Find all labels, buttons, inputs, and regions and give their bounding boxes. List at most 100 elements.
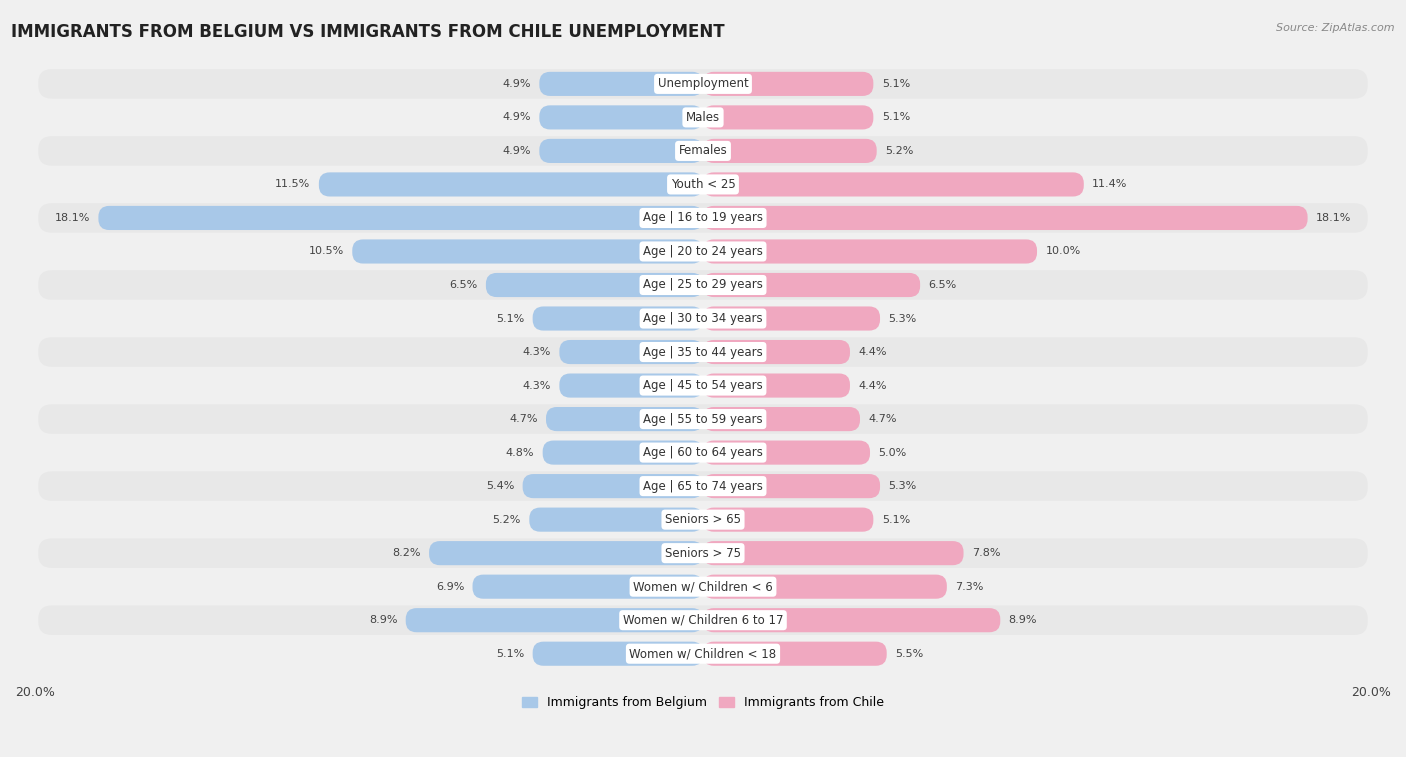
Text: 6.5%: 6.5% [450, 280, 478, 290]
Text: 6.9%: 6.9% [436, 581, 464, 592]
FancyBboxPatch shape [703, 139, 877, 163]
FancyBboxPatch shape [38, 538, 1368, 568]
Text: 7.8%: 7.8% [972, 548, 1001, 558]
Text: 5.3%: 5.3% [889, 313, 917, 323]
FancyBboxPatch shape [38, 69, 1368, 98]
Text: 7.3%: 7.3% [955, 581, 984, 592]
FancyBboxPatch shape [38, 505, 1368, 534]
Text: Women w/ Children < 18: Women w/ Children < 18 [630, 647, 776, 660]
Text: 4.9%: 4.9% [502, 146, 531, 156]
FancyBboxPatch shape [38, 438, 1368, 467]
Text: 4.9%: 4.9% [502, 112, 531, 123]
FancyBboxPatch shape [540, 105, 703, 129]
Text: 5.2%: 5.2% [884, 146, 914, 156]
FancyBboxPatch shape [98, 206, 703, 230]
Text: 4.7%: 4.7% [869, 414, 897, 424]
FancyBboxPatch shape [703, 541, 963, 565]
FancyBboxPatch shape [703, 642, 887, 665]
FancyBboxPatch shape [38, 371, 1368, 400]
Text: 5.0%: 5.0% [879, 447, 907, 457]
FancyBboxPatch shape [703, 608, 1000, 632]
Text: 18.1%: 18.1% [1316, 213, 1351, 223]
FancyBboxPatch shape [472, 575, 703, 599]
FancyBboxPatch shape [703, 407, 860, 431]
Text: Seniors > 65: Seniors > 65 [665, 513, 741, 526]
FancyBboxPatch shape [703, 307, 880, 331]
Text: Age | 35 to 44 years: Age | 35 to 44 years [643, 345, 763, 359]
Text: Age | 16 to 19 years: Age | 16 to 19 years [643, 211, 763, 225]
FancyBboxPatch shape [38, 304, 1368, 333]
Text: 5.3%: 5.3% [889, 481, 917, 491]
Text: Age | 60 to 64 years: Age | 60 to 64 years [643, 446, 763, 459]
Text: 8.2%: 8.2% [392, 548, 420, 558]
Text: 4.3%: 4.3% [523, 347, 551, 357]
Text: 6.5%: 6.5% [928, 280, 956, 290]
Text: 4.7%: 4.7% [509, 414, 537, 424]
FancyBboxPatch shape [540, 72, 703, 96]
FancyBboxPatch shape [703, 474, 880, 498]
Text: 4.3%: 4.3% [523, 381, 551, 391]
Text: Age | 20 to 24 years: Age | 20 to 24 years [643, 245, 763, 258]
FancyBboxPatch shape [703, 373, 851, 397]
Text: 5.1%: 5.1% [496, 649, 524, 659]
FancyBboxPatch shape [703, 340, 851, 364]
Legend: Immigrants from Belgium, Immigrants from Chile: Immigrants from Belgium, Immigrants from… [517, 691, 889, 714]
Text: 11.5%: 11.5% [276, 179, 311, 189]
FancyBboxPatch shape [38, 472, 1368, 501]
Text: 5.4%: 5.4% [486, 481, 515, 491]
Text: 10.0%: 10.0% [1046, 247, 1081, 257]
FancyBboxPatch shape [703, 507, 873, 531]
Text: 10.5%: 10.5% [309, 247, 344, 257]
Text: 4.4%: 4.4% [858, 381, 887, 391]
Text: Women w/ Children 6 to 17: Women w/ Children 6 to 17 [623, 614, 783, 627]
Text: 4.9%: 4.9% [502, 79, 531, 89]
FancyBboxPatch shape [546, 407, 703, 431]
FancyBboxPatch shape [486, 273, 703, 297]
FancyBboxPatch shape [319, 173, 703, 197]
Text: Women w/ Children < 6: Women w/ Children < 6 [633, 580, 773, 593]
Text: Seniors > 75: Seniors > 75 [665, 547, 741, 559]
Text: Females: Females [679, 145, 727, 157]
Text: 8.9%: 8.9% [1008, 615, 1038, 625]
Text: 11.4%: 11.4% [1092, 179, 1128, 189]
Text: Youth < 25: Youth < 25 [671, 178, 735, 191]
Text: 5.1%: 5.1% [882, 79, 910, 89]
FancyBboxPatch shape [560, 373, 703, 397]
Text: Males: Males [686, 111, 720, 124]
Text: Age | 65 to 74 years: Age | 65 to 74 years [643, 480, 763, 493]
FancyBboxPatch shape [353, 239, 703, 263]
FancyBboxPatch shape [540, 139, 703, 163]
FancyBboxPatch shape [560, 340, 703, 364]
FancyBboxPatch shape [38, 203, 1368, 232]
FancyBboxPatch shape [38, 136, 1368, 166]
Text: 5.1%: 5.1% [496, 313, 524, 323]
Text: 8.9%: 8.9% [368, 615, 398, 625]
Text: Age | 30 to 34 years: Age | 30 to 34 years [643, 312, 763, 325]
Text: Age | 25 to 29 years: Age | 25 to 29 years [643, 279, 763, 291]
Text: 5.1%: 5.1% [882, 112, 910, 123]
FancyBboxPatch shape [703, 72, 873, 96]
Text: Source: ZipAtlas.com: Source: ZipAtlas.com [1277, 23, 1395, 33]
Text: Unemployment: Unemployment [658, 77, 748, 90]
Text: 5.2%: 5.2% [492, 515, 522, 525]
FancyBboxPatch shape [38, 170, 1368, 199]
FancyBboxPatch shape [38, 338, 1368, 367]
FancyBboxPatch shape [429, 541, 703, 565]
FancyBboxPatch shape [523, 474, 703, 498]
Text: 4.4%: 4.4% [858, 347, 887, 357]
FancyBboxPatch shape [38, 606, 1368, 635]
Text: Age | 45 to 54 years: Age | 45 to 54 years [643, 379, 763, 392]
Text: 5.1%: 5.1% [882, 515, 910, 525]
FancyBboxPatch shape [529, 507, 703, 531]
FancyBboxPatch shape [703, 239, 1038, 263]
FancyBboxPatch shape [38, 404, 1368, 434]
FancyBboxPatch shape [38, 639, 1368, 668]
FancyBboxPatch shape [38, 103, 1368, 132]
FancyBboxPatch shape [543, 441, 703, 465]
FancyBboxPatch shape [703, 441, 870, 465]
FancyBboxPatch shape [533, 642, 703, 665]
Text: IMMIGRANTS FROM BELGIUM VS IMMIGRANTS FROM CHILE UNEMPLOYMENT: IMMIGRANTS FROM BELGIUM VS IMMIGRANTS FR… [11, 23, 725, 41]
FancyBboxPatch shape [38, 237, 1368, 266]
Text: 18.1%: 18.1% [55, 213, 90, 223]
Text: Age | 55 to 59 years: Age | 55 to 59 years [643, 413, 763, 425]
